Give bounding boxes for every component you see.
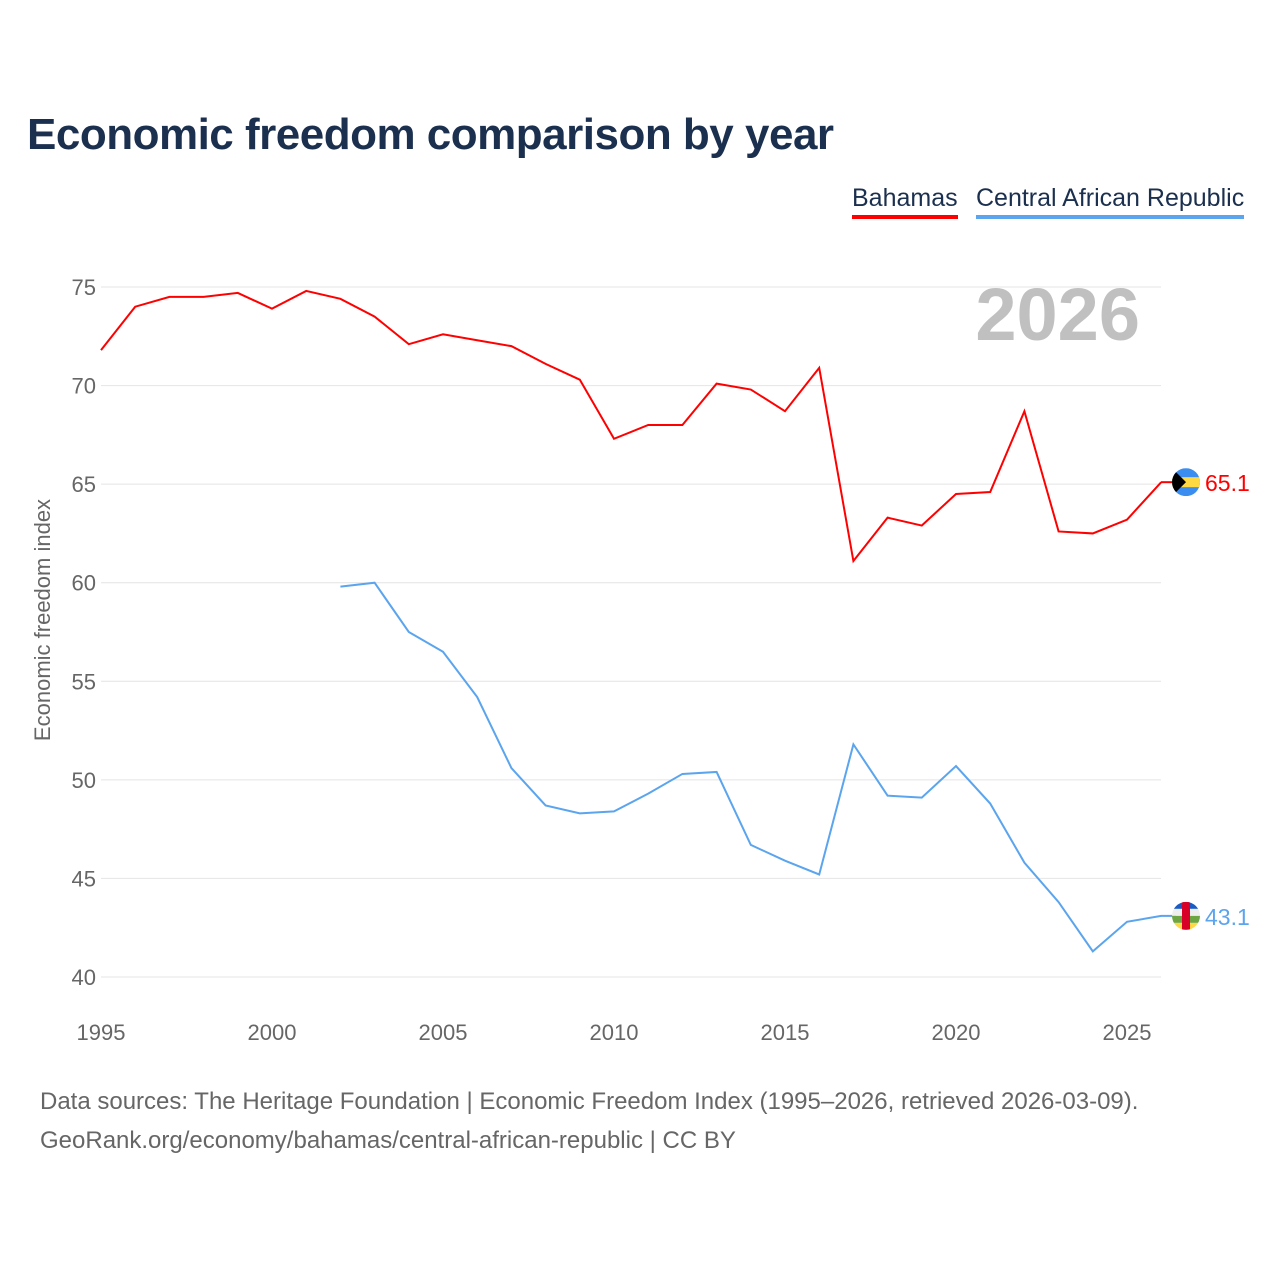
legend-item-bahamas[interactable]: Bahamas [852, 184, 958, 219]
central-african-republic-flag-icon [1172, 901, 1200, 930]
x-tick-label: 2000 [248, 1020, 297, 1045]
x-tick-label: 2025 [1103, 1020, 1152, 1045]
y-tick-label: 45 [72, 866, 96, 891]
y-tick-label: 55 [72, 669, 96, 694]
bahamas-flag-icon [1172, 468, 1200, 497]
y-tick-label: 60 [72, 571, 96, 596]
x-tick-label: 2015 [761, 1020, 810, 1045]
series-line-central-african-republic [340, 581, 1162, 953]
y-axis-label: Economic freedom index [30, 499, 55, 741]
y-tick-label: 50 [72, 768, 96, 793]
x-tick-label: 2010 [590, 1020, 639, 1045]
x-tick-label: 2020 [932, 1020, 981, 1045]
y-tick-label: 65 [72, 472, 96, 497]
footer-sources: Data sources: The Heritage Foundation | … [40, 1088, 1139, 1115]
footer-attribution: GeoRank.org/economy/bahamas/central-afri… [40, 1127, 736, 1154]
y-tick-label: 70 [72, 374, 96, 399]
y-tick-label: 40 [72, 965, 96, 990]
x-tick-label: 1995 [77, 1020, 126, 1045]
end-value-label: 43.1 [1205, 904, 1250, 930]
x-tick-label: 2005 [419, 1020, 468, 1045]
chart-title: Economic freedom comparison by year [27, 110, 834, 159]
end-value-label: 65.1 [1205, 470, 1250, 496]
legend-item-central-african-republic[interactable]: Central African Republic [976, 184, 1245, 219]
y-tick-label: 75 [72, 275, 96, 300]
series-line-bahamas [100, 289, 1162, 564]
current-year-label: 2026 [975, 273, 1140, 356]
